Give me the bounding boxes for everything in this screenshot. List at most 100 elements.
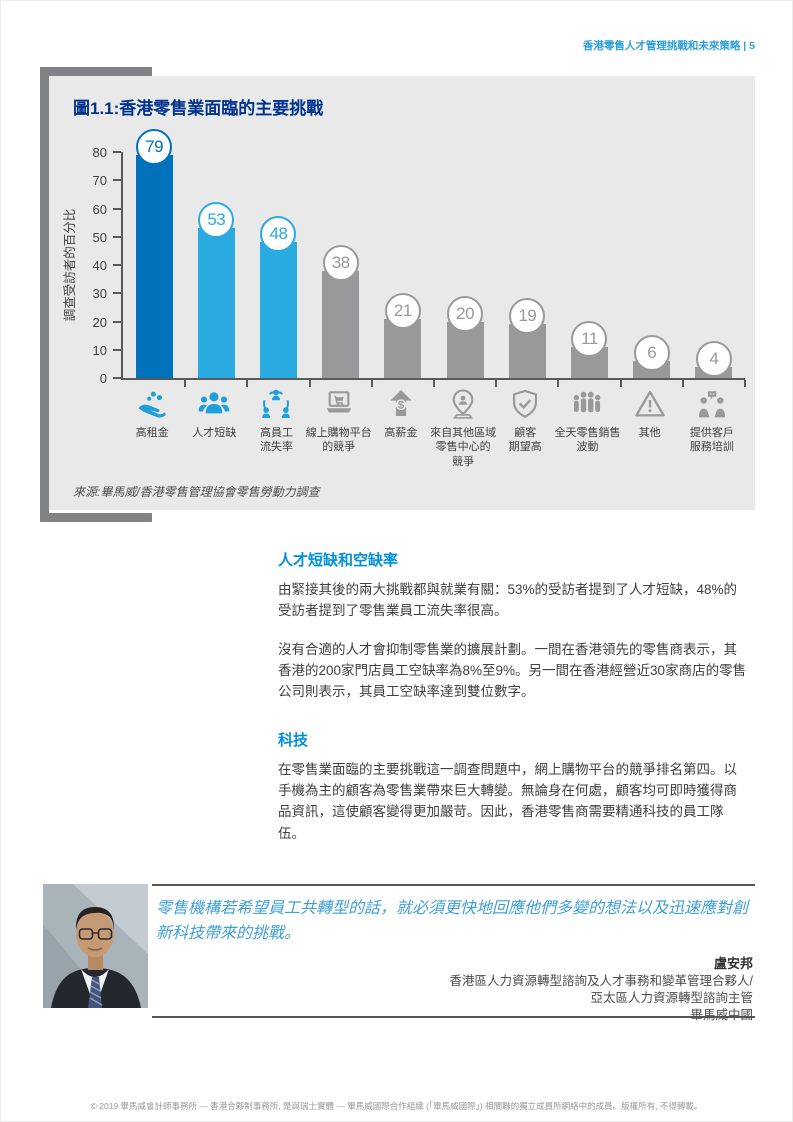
x-axis-tick-mark xyxy=(184,380,187,387)
category: 全天零售銷售 波動 xyxy=(554,388,620,469)
y-axis-tick-label: 10 xyxy=(92,342,107,358)
svg-text:$: $ xyxy=(398,400,405,412)
bar-column: 79 xyxy=(123,128,185,378)
coins-in-hand-icon xyxy=(121,388,183,422)
people-group-icon xyxy=(183,388,245,422)
chart-panel: 圖1.1:香港零售業面臨的主要挑戰 調查受訪者的百分比 79 53 48 38 21 20… xyxy=(49,76,755,510)
speaker-company: 畢馬威中國 xyxy=(690,1008,753,1023)
speaker-title-line1: 香港區人力資源轉型諮詢及人才事務和變革管理合夥人/ xyxy=(449,973,753,988)
bar-column: 21 xyxy=(372,292,434,378)
bar-column: 20 xyxy=(434,295,496,378)
plot-area: 調查受訪者的百分比 79 53 48 38 21 20 19 11 6 4 0 10 20 30 40 50… xyxy=(63,128,746,387)
location-pin-icon xyxy=(432,388,494,422)
customer-service-icon xyxy=(681,388,743,422)
corner-bracket-top xyxy=(40,67,152,76)
y-axis-tick-mark xyxy=(113,292,121,295)
category: 高租金 xyxy=(121,388,183,469)
body-content: 人才短缺和空缺率 由緊接其後的兩大挑戰都與就業有關：53%的受訪者提到了人才短缺… xyxy=(278,549,749,861)
bar-column: 19 xyxy=(496,298,558,378)
y-axis-tick-label: 60 xyxy=(92,201,107,217)
category: $ 高薪金 xyxy=(370,388,432,469)
bars: 79 53 48 38 21 20 19 11 6 4 xyxy=(123,128,745,378)
x-axis-tick-mark xyxy=(433,380,435,387)
y-axis-tick-mark xyxy=(113,235,121,238)
category-label: 其他 xyxy=(638,427,661,439)
category-label: 高員工 流失率 xyxy=(259,427,293,454)
category-label: 全天零售銷售 波動 xyxy=(554,427,621,454)
bar: 11 xyxy=(570,320,608,378)
category: 其他 xyxy=(619,388,681,469)
category: 來自其他區域 零售中心的 競爭 xyxy=(430,388,496,469)
bar-column: 11 xyxy=(558,320,620,378)
y-axis-tick-label: 0 xyxy=(99,371,107,386)
chart-title: 圖1.1:香港零售業面臨的主要挑戰 xyxy=(73,99,324,118)
y-axis-tick-label: 50 xyxy=(92,229,107,245)
category-label: 提供客戶 服務培訓 xyxy=(689,427,734,454)
x-axis-tick-mark xyxy=(246,380,249,387)
bar-value-badge: 6 xyxy=(633,335,670,372)
x-axis-tick-mark xyxy=(370,380,373,387)
x-axis-tick-mark xyxy=(308,380,311,387)
category-label: 顧客 期望高 xyxy=(508,427,542,454)
x-axis-tick-mark xyxy=(619,380,622,387)
quote-text: 零售機構若希望員工共轉型的話，就必須更快地回應他們多變的想法以及迅速應對創新科技… xyxy=(156,900,749,942)
category: 提供客戶 服務培訓 xyxy=(681,388,743,469)
y-axis-tick-mark xyxy=(113,320,121,323)
chart-source: 來源:畢馬威/香港零售管理協會零售勞動力調查 xyxy=(73,485,320,499)
y-axis-tick-label: 20 xyxy=(92,314,107,330)
bar-value-badge: 21 xyxy=(384,292,421,329)
category: 人才短缺 xyxy=(183,388,245,469)
bar-column: 48 xyxy=(247,216,309,378)
online-shopping-icon xyxy=(308,388,370,422)
bar: 6 xyxy=(633,335,671,378)
section-heading-talent: 人才短缺和空缺率 xyxy=(278,552,399,569)
category-label: 高租金 xyxy=(135,427,169,439)
x-axis-tick-mark xyxy=(495,380,498,387)
warning-icon xyxy=(619,388,681,422)
speaker-portrait-photo xyxy=(43,884,148,1008)
corner-bracket-left xyxy=(40,67,49,522)
category-label: 線上購物平台 的競爭 xyxy=(305,427,372,454)
bar-value-badge: 48 xyxy=(260,216,297,253)
bar-value-badge: 19 xyxy=(509,298,546,335)
bar: 20 xyxy=(446,295,484,378)
category: 高員工 流失率 xyxy=(245,388,307,469)
y-axis-tick-label: 70 xyxy=(92,173,107,189)
x-axis-tick-mark xyxy=(744,380,746,387)
page-header: 香港零售人才管理挑戰和未來策略 | 5 xyxy=(582,40,755,52)
crowd-icon xyxy=(556,388,618,422)
bar: 21 xyxy=(384,292,422,378)
speaker-name: 盧安邦 xyxy=(713,955,753,971)
section-heading-technology: 科技 xyxy=(278,731,309,749)
bar-value-badge: 38 xyxy=(322,244,359,281)
bar-column: 6 xyxy=(621,335,683,378)
bar-column: 38 xyxy=(310,244,372,378)
y-axis-tick-mark xyxy=(113,377,121,379)
category: 線上購物平台 的競爭 xyxy=(306,388,372,469)
y-axis-tick-mark xyxy=(113,348,121,351)
section-paragraph: 在零售業面臨的主要挑戰這一調查問題中，網上購物平台的競爭排名第四。以手機為主的顧… xyxy=(278,761,737,841)
category: 顧客 期望高 xyxy=(494,388,556,469)
speaker-title-line2: 亞太區人力資源轉型諮詢主管 xyxy=(590,990,753,1005)
staff-turnover-icon xyxy=(245,388,307,422)
portrait-illustration xyxy=(43,884,148,1008)
y-axis-tick-mark xyxy=(113,264,121,266)
bar-column: 53 xyxy=(185,202,247,378)
shield-check-icon xyxy=(494,388,556,422)
x-axis-tick-mark xyxy=(557,380,560,387)
bar-value-badge: 79 xyxy=(136,128,173,165)
section-paragraph: 由緊接其後的兩大挑戰都與就業有關：53%的受訪者提到了人才短缺，48%的受訪者提… xyxy=(278,582,738,619)
bar: 19 xyxy=(508,298,546,378)
y-axis-tick-mark xyxy=(113,207,121,210)
category-label: 高薪金 xyxy=(384,427,418,439)
bar-value-badge: 11 xyxy=(571,320,608,357)
bar: 79 xyxy=(135,128,173,378)
corner-bracket-bottom xyxy=(40,513,152,522)
bar: 48 xyxy=(259,216,297,378)
bar-value-badge: 20 xyxy=(447,295,484,332)
y-axis-tick-label: 30 xyxy=(92,286,107,302)
page-footer: © 2019 畢馬威會計師事務所 — 香港合夥制事務所, 是與瑞士實體 — 畢馬… xyxy=(90,1101,703,1111)
quote-attribution: 盧安邦 香港區人力資源轉型諮詢及人才事務和變革管理合夥人/ 亞太區人力資源轉型諮… xyxy=(156,955,753,1025)
category-label: 來自其他區域 零售中心的 競爭 xyxy=(430,427,497,468)
